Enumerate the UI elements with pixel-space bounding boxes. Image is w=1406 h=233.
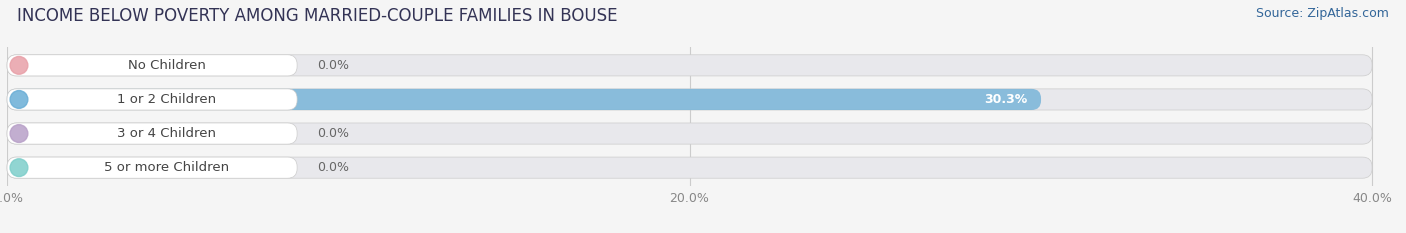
FancyBboxPatch shape — [7, 123, 297, 144]
FancyBboxPatch shape — [7, 89, 1372, 110]
FancyBboxPatch shape — [7, 55, 297, 76]
Circle shape — [10, 125, 28, 142]
FancyBboxPatch shape — [7, 89, 297, 110]
FancyBboxPatch shape — [7, 157, 1372, 178]
Text: 5 or more Children: 5 or more Children — [104, 161, 229, 174]
Text: No Children: No Children — [128, 59, 205, 72]
Circle shape — [10, 159, 28, 177]
Circle shape — [10, 91, 28, 108]
FancyBboxPatch shape — [7, 157, 297, 178]
Text: 1 or 2 Children: 1 or 2 Children — [117, 93, 217, 106]
Text: INCOME BELOW POVERTY AMONG MARRIED-COUPLE FAMILIES IN BOUSE: INCOME BELOW POVERTY AMONG MARRIED-COUPL… — [17, 7, 617, 25]
FancyBboxPatch shape — [7, 55, 1372, 76]
Circle shape — [10, 56, 28, 74]
FancyBboxPatch shape — [7, 89, 1040, 110]
Text: 0.0%: 0.0% — [318, 127, 350, 140]
FancyBboxPatch shape — [7, 123, 1372, 144]
Text: 0.0%: 0.0% — [318, 59, 350, 72]
Text: 0.0%: 0.0% — [318, 161, 350, 174]
Text: 3 or 4 Children: 3 or 4 Children — [117, 127, 217, 140]
Text: Source: ZipAtlas.com: Source: ZipAtlas.com — [1256, 7, 1389, 20]
Text: 30.3%: 30.3% — [984, 93, 1028, 106]
